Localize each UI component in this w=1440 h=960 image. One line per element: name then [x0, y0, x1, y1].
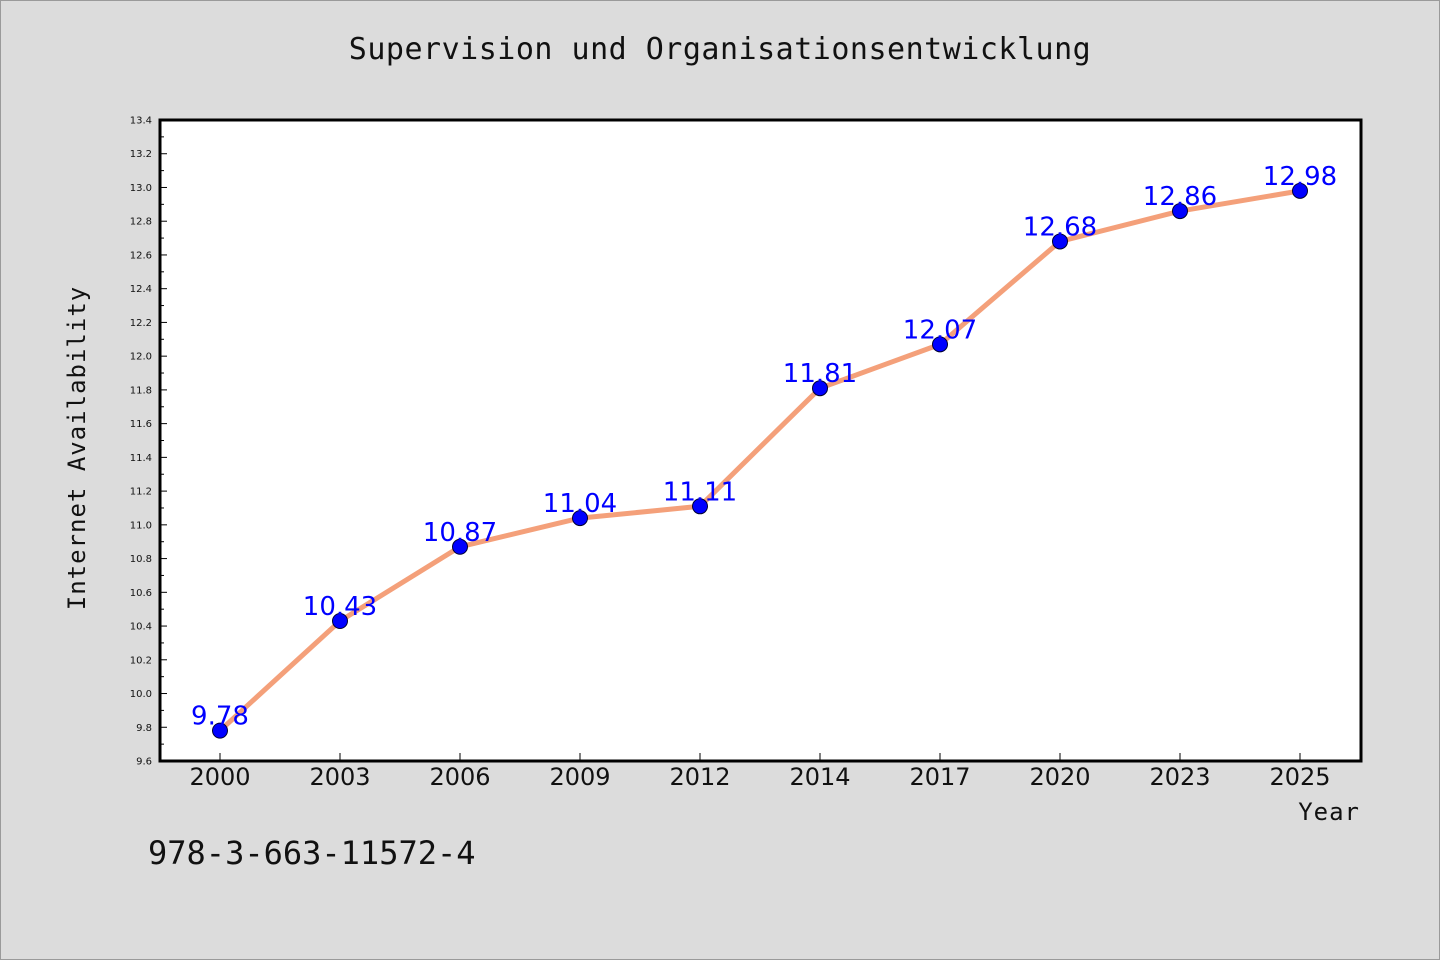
data-label-2023: 12.86	[1143, 182, 1217, 212]
y-tick-label: 12.6	[130, 250, 152, 261]
x-tick-label: 2020	[1029, 763, 1090, 791]
data-markers	[212, 182, 1308, 739]
x-tick-label: 2003	[309, 763, 370, 791]
plot-area	[158, 118, 1363, 763]
x-tick-label: 2012	[669, 763, 730, 791]
data-label-2003: 10.43	[303, 592, 377, 622]
data-point-2017	[932, 336, 948, 353]
y-tick-label: 13.0	[130, 183, 152, 194]
data-label-2012: 11.11	[663, 477, 737, 507]
y-axis-label: Internet Availability	[63, 286, 91, 610]
data-point-2020	[1052, 233, 1068, 250]
data-label-2000: 9.78	[191, 702, 249, 732]
y-tick-label: 11.2	[130, 487, 152, 498]
y-tick-label: 12.8	[130, 217, 152, 228]
y-tick-label: 10.6	[130, 588, 152, 599]
y-tick-label: 11.6	[130, 419, 152, 430]
x-tick-label: 2014	[789, 763, 850, 791]
y-tick-label: 9.8	[136, 723, 152, 734]
y-tick-label: 10.8	[130, 554, 152, 565]
data-label-2009: 11.04	[543, 489, 617, 519]
data-label-2014: 11.81	[783, 359, 857, 389]
data-point-2000	[212, 722, 228, 739]
x-axis-label: Year	[1298, 798, 1360, 826]
y-axis: 9.6 9.8 10.0 10.2 10.4 10.6 10.8 11.0 11.2 11.4 11…	[130, 116, 167, 768]
y-tick-label: 9.6	[136, 757, 152, 768]
y-tick-label: 12.0	[130, 352, 152, 363]
data-point-2014	[812, 380, 828, 397]
isbn-text: 978-3-663-11572-4	[148, 834, 476, 872]
series-line	[217, 188, 1303, 734]
x-tick-label: 2000	[189, 763, 250, 791]
x-axis: 2000 2003 2006 2009 2012 2014 2017 2020 2023 2025	[189, 753, 1331, 791]
y-tick-label: 12.4	[130, 284, 152, 295]
data-label-2020: 12.68	[1023, 212, 1097, 242]
y-tick-label: 13.4	[130, 116, 152, 127]
x-tick-label: 2017	[909, 763, 970, 791]
y-tick-label: 10.0	[130, 689, 152, 700]
data-point-2006	[452, 538, 468, 555]
chart-title: Supervision und Organisationsentwicklung	[348, 32, 1092, 67]
data-point-2003	[332, 612, 348, 629]
data-point-2025	[1292, 182, 1308, 199]
y-tick-label: 12.2	[130, 318, 152, 329]
x-tick-label: 2025	[1269, 763, 1330, 791]
x-tick-label: 2006	[429, 763, 490, 791]
y-tick-label: 11.4	[130, 453, 152, 464]
y-tick-label: 10.2	[130, 655, 152, 666]
data-labels: 9.78 10.43 10.87 11.04 11.11 11.81 12.07 12.68 1…	[191, 162, 1337, 732]
data-label-2017: 12.07	[903, 315, 977, 345]
y-tick-label: 13.2	[130, 149, 152, 160]
data-point-2023	[1172, 203, 1188, 220]
data-point-2012	[692, 498, 708, 515]
y-tick-label: 11.0	[130, 520, 152, 531]
x-tick-label: 2009	[549, 763, 610, 791]
y-tick-label: 10.4	[130, 622, 152, 633]
x-tick-label: 2023	[1149, 763, 1210, 791]
data-label-2006: 10.87	[423, 518, 497, 548]
data-label-2025: 12.98	[1263, 162, 1337, 192]
y-tick-label: 11.8	[130, 385, 152, 396]
data-point-2009	[572, 510, 588, 527]
